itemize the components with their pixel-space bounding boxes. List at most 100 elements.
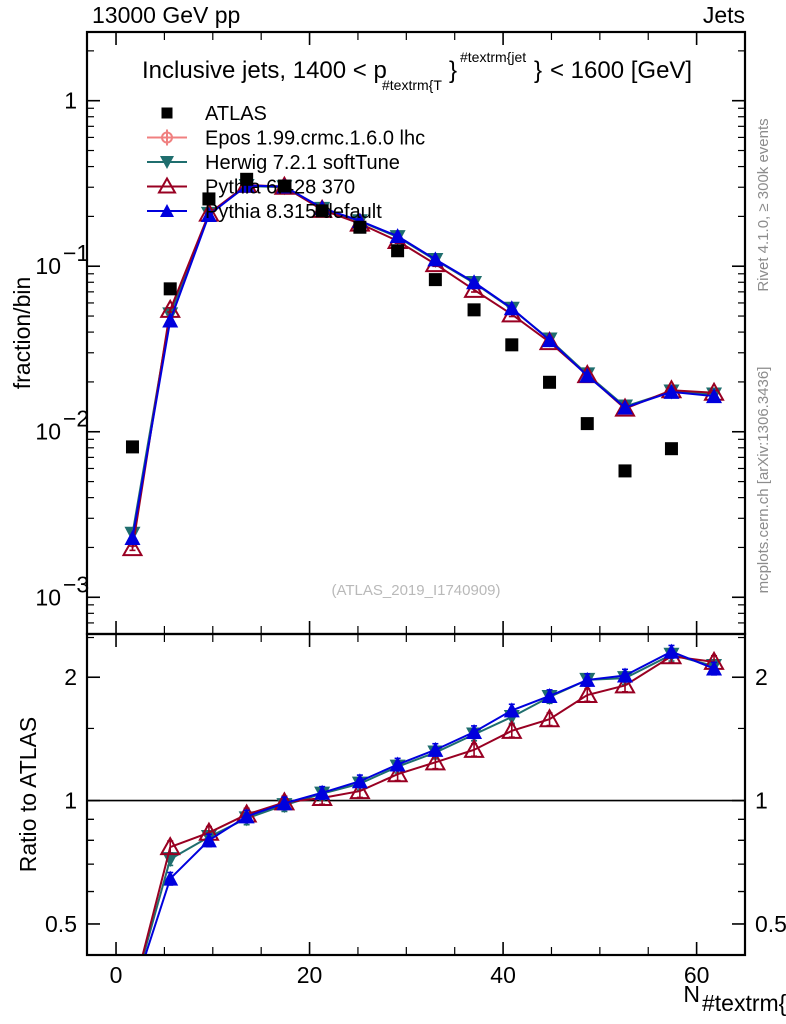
data-marker-square-filled [505,338,519,352]
series-line [131,185,715,534]
series-line-stub [142,858,172,954]
ratio-x-ticks [115,634,698,955]
marker-square [277,179,291,193]
data-marker-triangle-up-filled [427,251,444,267]
data-marker-triangle-up-open [157,176,177,194]
marker-square [315,204,329,218]
marker-square [543,375,557,389]
ratio-y-axis-title: Ratio to ATLAS [15,717,41,873]
series-line-stub [144,878,172,954]
marker-square [202,192,216,206]
data-marker-square-filled [618,464,632,478]
marker-triangle-up [276,795,293,811]
data-marker-circle-cross [159,129,175,146]
data-marker-triangle-up-open [349,780,371,800]
marker-triangle-up [162,870,179,886]
data-marker-triangle-down-filled [160,156,174,169]
marker-square [618,464,632,478]
data-marker-triangle-up-open [614,674,636,694]
marker-triangle-down [160,156,174,169]
marker-triangle-up-open [614,674,636,694]
data-marker-triangle-up-filled [579,367,596,383]
marker-triangle-up [351,773,368,789]
y-tick-mantissa: 10 [35,419,61,445]
data-marker-triangle-up-filled [503,300,520,316]
marker-triangle-up [160,204,174,217]
ratio-y-tick-label: 1 [64,788,77,814]
data-marker-triangle-up-filled [503,702,520,718]
marker-triangle-up [389,756,406,772]
marker-triangle-up-open [121,537,144,557]
legend-item[interactable]: Herwig 7.2.1 softTune [147,152,400,174]
ratio-y-tick-label: 0.5 [45,911,77,937]
legend-item[interactable]: Pythia 6.428 370 [147,176,355,199]
data-marker-triangle-up-filled [427,741,444,757]
marker-triangle-up [663,383,680,399]
series-line [131,183,715,549]
marker-triangle-up [427,741,444,757]
data-marker-square-filled [428,273,442,287]
ratio-y-tick-label-right: 2 [755,664,768,690]
marker-triangle-up [663,643,680,659]
marker-triangle-up-open [538,708,561,728]
marker-triangle-up [466,724,483,740]
legend-item[interactable]: Pythia 8.315 default [147,201,382,223]
data-marker-triangle-up-filled [617,399,634,415]
marker-square [240,172,254,186]
marker-triangle-up [541,687,558,703]
data-marker-square-filled [125,440,139,454]
data-marker-square-filled [161,107,173,119]
data-marker-triangle-up-open [576,683,598,704]
data-marker-triangle-up-filled [160,204,174,217]
marker-square [353,220,367,234]
marker-triangle-up [238,808,255,824]
plot-title-sub: #textrm{T [382,77,442,93]
data-marker-triangle-up-filled [706,388,723,404]
marker-triangle-up [162,312,179,328]
data-marker-triangle-up-filled [162,870,179,886]
x-tick-label: 60 [684,962,710,988]
marker-triangle-up [200,206,217,222]
marker-triangle-up [579,367,596,383]
marker-square [580,417,594,431]
main-y-ticks [87,50,745,635]
data-marker-triangle-up-filled [466,724,483,740]
marker-triangle-up-open [157,176,177,194]
ratio-y-tick-label: 2 [64,664,77,690]
series-line [169,653,715,860]
data-marker-triangle-up-open [614,397,636,417]
x-tick-label: 40 [490,962,516,988]
marker-triangle-up [389,228,406,244]
marker-square [428,273,442,287]
data-marker-triangle-up-open [121,537,144,557]
data-marker-triangle-up-open [159,836,181,856]
main-x-ticks [115,32,698,634]
legend-item[interactable]: ATLAS [161,103,267,125]
data-marker-triangle-up-filled [541,687,558,703]
marker-triangle-up [200,832,217,848]
series-line [131,184,715,539]
data-marker-triangle-up-open [538,708,561,728]
data-marker-triangle-up-filled [663,643,680,659]
y-tick-exponent: −3 [63,571,89,597]
x-tick-label: 20 [297,962,323,988]
side-label-rivet: Rivet 4.1.0, ≥ 300k events [755,118,772,291]
data-marker-square-filled [353,220,367,234]
y-tick-exponent: −2 [63,406,89,432]
data-marker-triangle-up-filled [351,773,368,789]
data-marker-triangle-up-filled [124,530,141,546]
data-marker-square-filled [467,303,481,317]
marker-triangle-up [124,530,141,546]
x-tick-labels: 0 20 40 60 [110,962,710,988]
data-marker-triangle-up-filled [238,808,255,824]
marker-triangle-up-open [501,719,523,739]
y-tick-mantissa: 10 [35,584,61,610]
legend-label: Pythia 6.428 370 [205,177,355,199]
data-marker-triangle-up-filled [200,206,217,222]
marker-triangle-up-open [463,738,485,758]
y-tick-label: 10 −1 [35,240,89,279]
legend-item[interactable]: Epos 1.99.crmc.1.6.0 lhc [147,128,425,150]
marker-triangle-up [314,784,331,800]
